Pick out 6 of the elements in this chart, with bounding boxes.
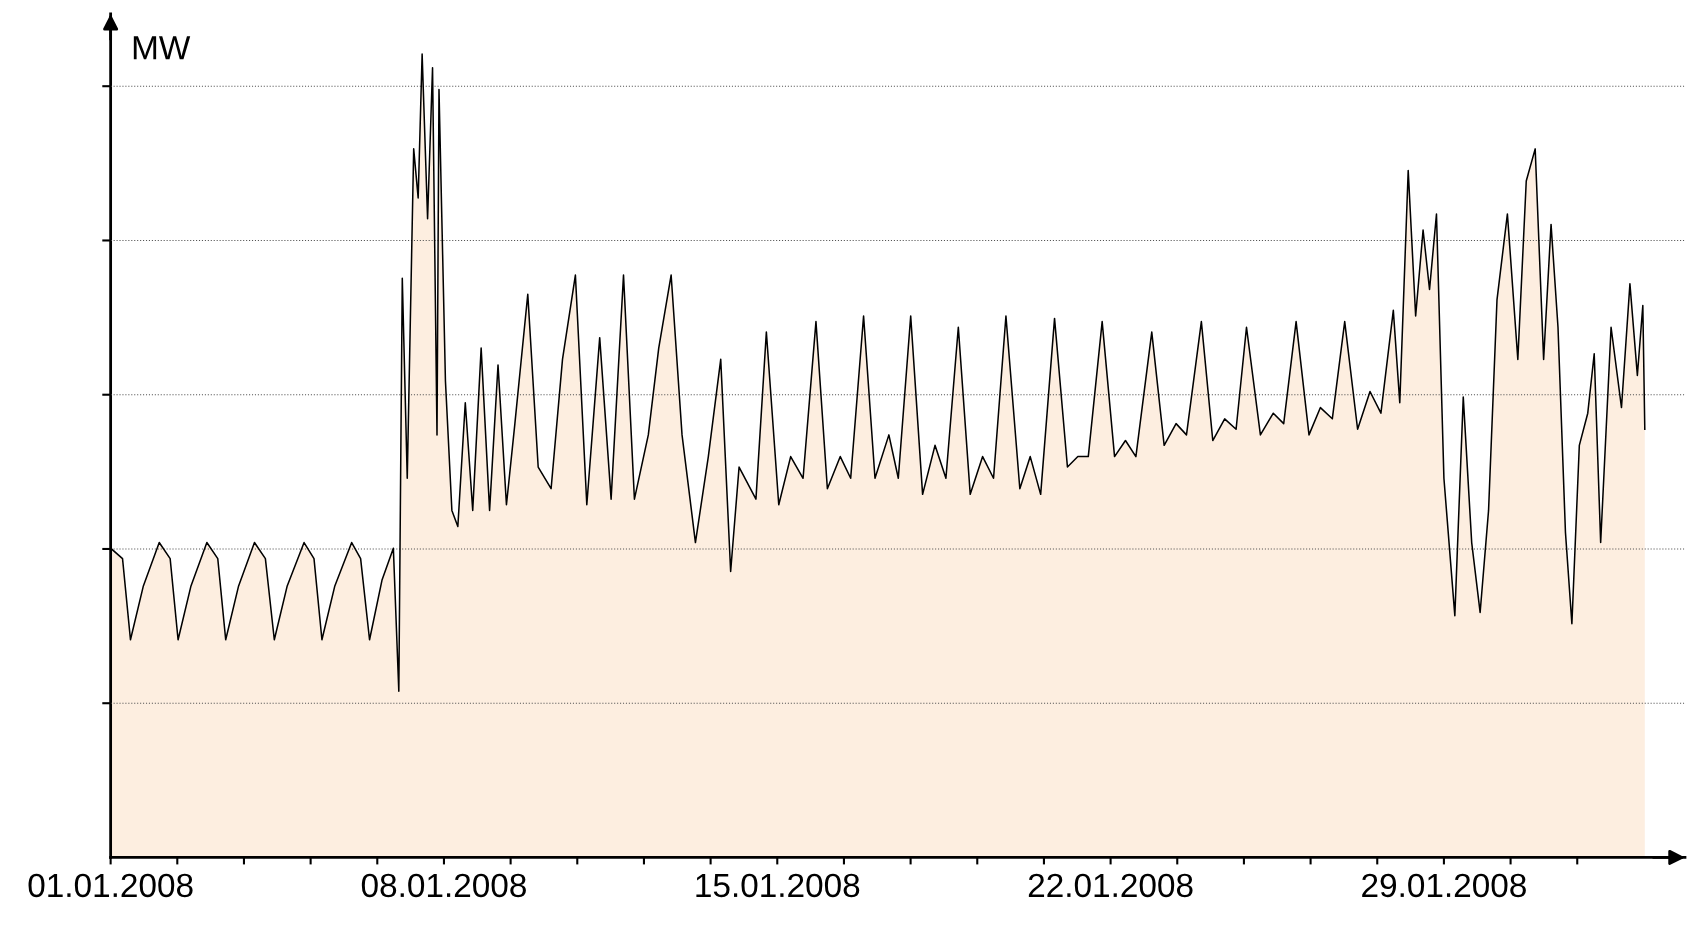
x-tick-label: 15.01.2008 <box>696 873 860 898</box>
x-tick-label: 01.01.2008 <box>28 873 193 898</box>
x-tick-label: 08.01.2008 <box>361 873 526 898</box>
y-axis-title: MW <box>133 36 191 60</box>
x-tick-label: 22.01.2008 <box>1028 873 1193 898</box>
x-tick-label: 29.01.2008 <box>1362 873 1526 898</box>
